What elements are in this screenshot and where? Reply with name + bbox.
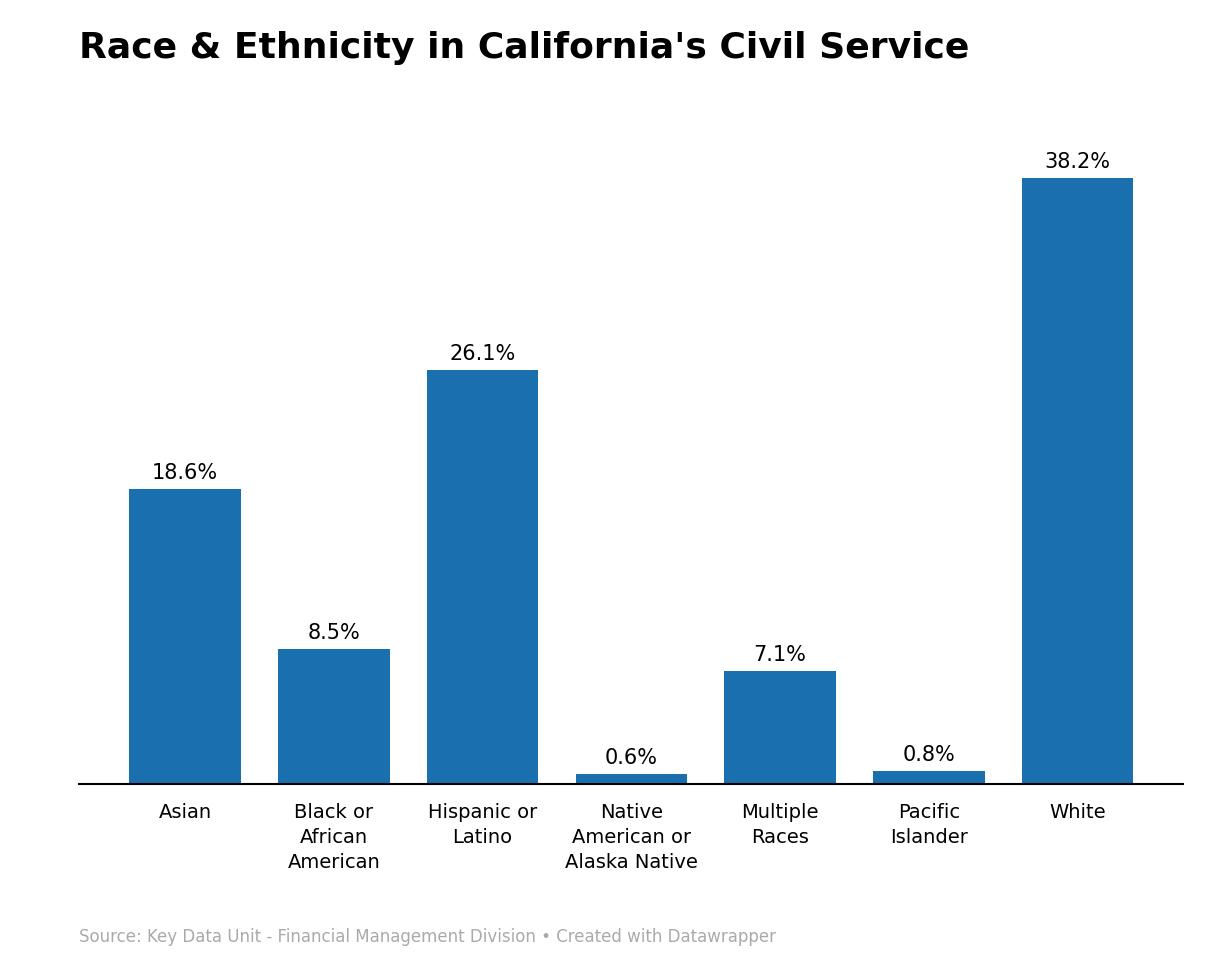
Bar <box>576 774 687 784</box>
Text: 7.1%: 7.1% <box>754 645 806 665</box>
Bar <box>1021 178 1133 784</box>
Text: Source: Key Data Unit - Financial Management Division • Created with Datawrapper: Source: Key Data Unit - Financial Manage… <box>79 928 776 946</box>
Bar <box>278 649 389 784</box>
Bar <box>129 489 242 784</box>
Bar <box>725 671 836 784</box>
Text: 18.6%: 18.6% <box>152 463 218 483</box>
Text: 0.8%: 0.8% <box>903 745 955 765</box>
Bar <box>427 370 538 784</box>
Text: 0.6%: 0.6% <box>605 748 658 768</box>
Text: 38.2%: 38.2% <box>1044 152 1110 172</box>
Text: 8.5%: 8.5% <box>307 622 360 642</box>
Bar <box>874 771 985 784</box>
Text: Race & Ethnicity in California's Civil Service: Race & Ethnicity in California's Civil S… <box>79 32 970 65</box>
Text: 26.1%: 26.1% <box>449 343 516 363</box>
